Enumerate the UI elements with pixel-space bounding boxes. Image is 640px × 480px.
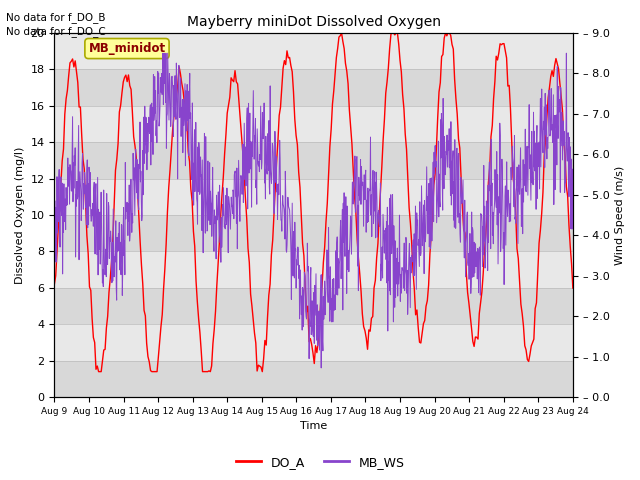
Text: No data for f_DO_C: No data for f_DO_C <box>6 26 106 37</box>
Y-axis label: Dissolved Oxygen (mg/l): Dissolved Oxygen (mg/l) <box>15 146 25 284</box>
Bar <box>54 324 573 360</box>
Legend: DO_A, MB_WS: DO_A, MB_WS <box>230 451 410 474</box>
Title: Mayberry miniDot Dissolved Oxygen: Mayberry miniDot Dissolved Oxygen <box>187 15 440 29</box>
Y-axis label: Wind Speed (m/s): Wind Speed (m/s) <box>615 166 625 264</box>
Text: No data for f_DO_B: No data for f_DO_B <box>6 12 106 23</box>
Text: MB_minidot: MB_minidot <box>88 42 166 55</box>
Bar <box>54 106 573 142</box>
X-axis label: Time: Time <box>300 421 327 432</box>
Bar <box>54 252 573 288</box>
Bar <box>54 33 573 70</box>
Bar <box>54 179 573 215</box>
